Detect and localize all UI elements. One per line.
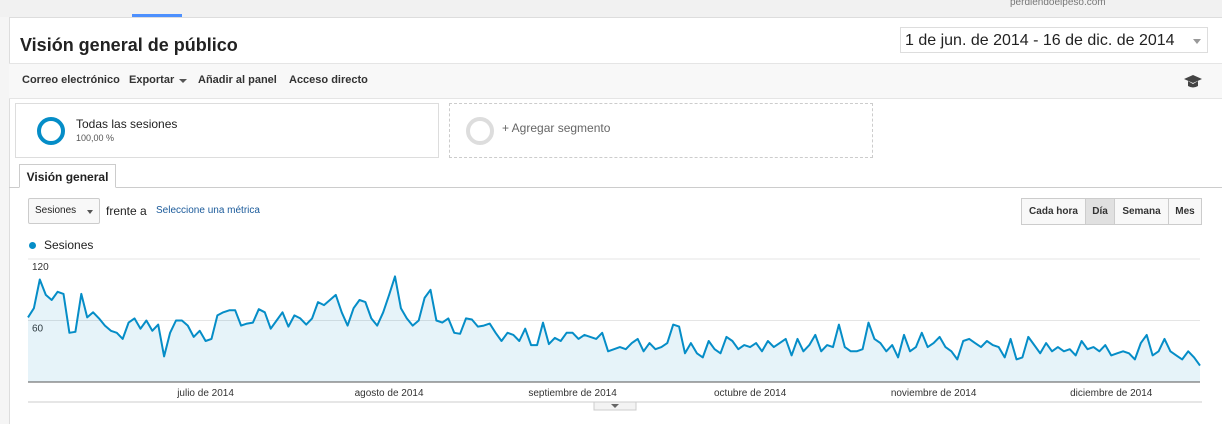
granularity-button[interactable]: Cada hora bbox=[1021, 198, 1086, 225]
expand-handle bbox=[593, 401, 637, 411]
granularity-button[interactable]: Semana bbox=[1114, 198, 1169, 225]
add-segment-label: + Agregar segmento bbox=[502, 121, 611, 135]
caret bbox=[179, 79, 187, 83]
tool-export[interactable]: Exportar bbox=[129, 74, 175, 86]
area bbox=[28, 276, 1200, 382]
tab[interactable]: Visión general bbox=[19, 164, 116, 188]
x-tick-label: agosto de 2014 bbox=[355, 388, 424, 399]
site-name: perdiendoelpeso.com bbox=[1010, 0, 1106, 8]
segment-card[interactable]: Todas las sesiones 100,00 % bbox=[15, 103, 439, 158]
segment-share: 100,00 % bbox=[76, 133, 115, 143]
caret bbox=[87, 210, 93, 217]
top-bar bbox=[0, 0, 1222, 18]
versus-label: frente a bbox=[106, 204, 147, 218]
granularity-button[interactable]: Mes bbox=[1168, 198, 1202, 225]
page-title: Visión general de público bbox=[20, 35, 238, 55]
tool-dashboard[interactable]: Añadir al panel bbox=[198, 74, 277, 86]
legend-label: Sesiones bbox=[44, 238, 94, 252]
side-strip[interactable] bbox=[0, 17, 10, 424]
tool-shortcut[interactable]: Acceso directo bbox=[289, 74, 368, 86]
caret bbox=[1193, 39, 1201, 48]
x-tick-label: noviembre de 2014 bbox=[891, 388, 977, 399]
x-tick-label: octubre de 2014 bbox=[714, 388, 787, 399]
segment-name: Todas las sesiones bbox=[76, 117, 178, 131]
x-tick-label: septiembre de 2014 bbox=[528, 388, 617, 399]
metric-select[interactable]: Sesiones bbox=[28, 198, 100, 224]
add-segment[interactable]: + Agregar segmento bbox=[449, 103, 873, 158]
x-tick-label: julio de 2014 bbox=[176, 388, 234, 399]
line bbox=[27, 275, 1201, 367]
segment-ring bbox=[37, 117, 65, 145]
help-icon[interactable] bbox=[1183, 73, 1203, 89]
y-tick-label: 120 bbox=[32, 262, 49, 273]
date-range[interactable]: 1 de jun. de 2014 - 16 de dic. de 2014 bbox=[900, 27, 1208, 53]
tool-email[interactable]: Correo electrónico bbox=[22, 74, 120, 86]
caret bbox=[611, 404, 619, 408]
legend-swatch bbox=[29, 242, 36, 249]
toolbar: Correo electrónico Exportar Añadir al pa… bbox=[9, 63, 1222, 99]
x-tick-label: diciembre de 2014 bbox=[1070, 388, 1153, 399]
tab-line bbox=[9, 187, 1222, 188]
select-metric-link[interactable]: Seleccione una métrica bbox=[156, 205, 260, 216]
date-text: 1 de jun. de 2014 - 16 de dic. de 2014 bbox=[905, 32, 1175, 49]
granularity-button[interactable]: Día bbox=[1085, 198, 1115, 225]
metric-label: Sesiones bbox=[35, 205, 77, 216]
active-tab-indicator bbox=[132, 14, 182, 17]
segment-ring bbox=[466, 117, 494, 145]
y-tick-label: 60 bbox=[32, 324, 44, 335]
